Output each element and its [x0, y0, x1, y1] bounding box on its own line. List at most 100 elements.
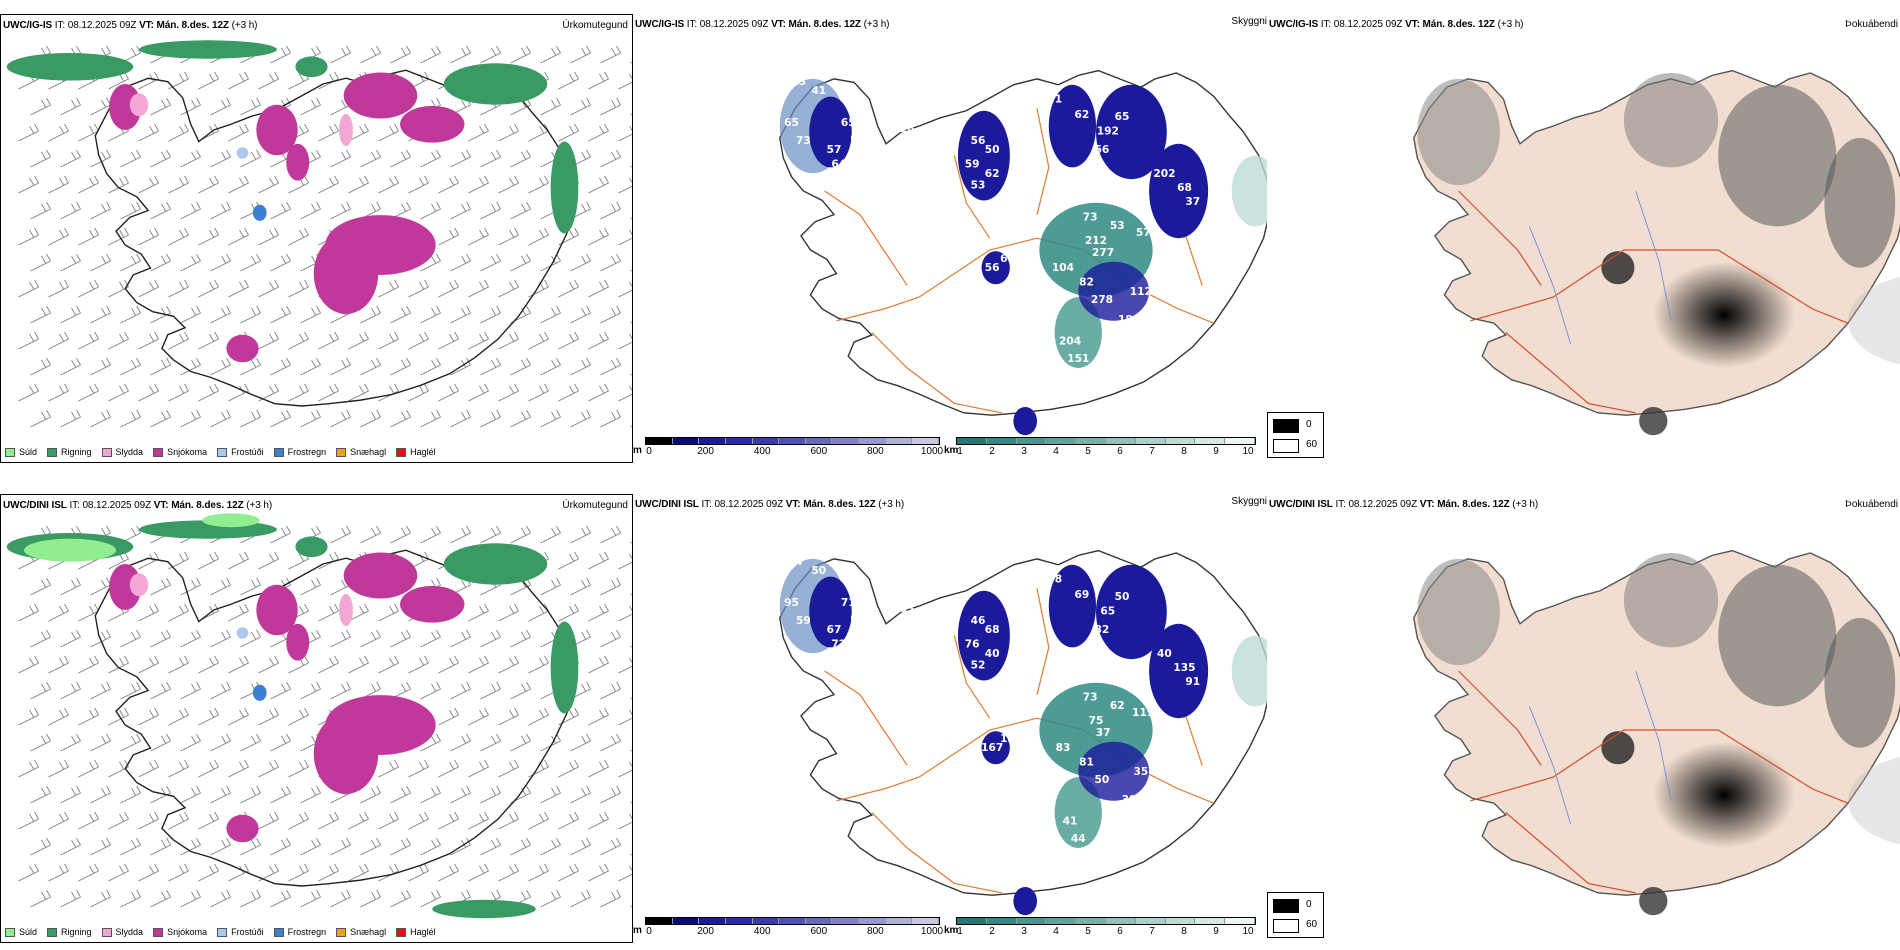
- it-label: IT:: [1335, 499, 1346, 510]
- visibility-colorbar-tick-label: 9: [1213, 446, 1219, 457]
- wind-barb: [330, 357, 351, 376]
- precip-type-panel-1: UWC/IG-IS IT: 08.12.2025 09Z VT: Mán. 8.…: [0, 14, 633, 463]
- fog-legend-bottom-label: 60: [1306, 439, 1318, 450]
- wind-barb: [390, 837, 411, 856]
- ceiling-value-label: 76: [965, 637, 980, 650]
- wind-barb: [198, 123, 219, 142]
- wind-barb: [120, 681, 141, 700]
- wind-barb: [570, 889, 591, 908]
- low-ceiling-area: [809, 576, 852, 648]
- legend-item: Snæhagl: [336, 447, 386, 457]
- visibility-colorbar-segment: [1225, 438, 1255, 444]
- wind-barb: [240, 889, 261, 908]
- wind-barb: [540, 357, 561, 376]
- wind-barb: [618, 281, 632, 298]
- ceiling-value-label: 68: [985, 623, 1000, 636]
- fog-shading: [1623, 553, 1719, 648]
- wind-barb: [120, 629, 141, 648]
- wind-barb: [288, 279, 309, 298]
- model-name: UWC/IG-IS: [3, 20, 53, 31]
- ceiling-value-label: 119: [1040, 285, 1062, 298]
- snow-area: [286, 143, 310, 181]
- wind-barb: [558, 383, 579, 402]
- wind-barb: [438, 331, 459, 350]
- ceiling-value-label: 53: [971, 179, 986, 192]
- wind-barb: [78, 863, 99, 882]
- wind-barb: [60, 305, 81, 324]
- fog-shading: [1623, 73, 1719, 168]
- ceiling-value-label: 17: [929, 744, 944, 757]
- wind-barb: [258, 279, 279, 298]
- wind-barb: [198, 383, 219, 402]
- wind-barb: [108, 811, 129, 830]
- wind-barb: [198, 175, 219, 194]
- wind-barb: [558, 811, 579, 830]
- legend-label: Snjókoma: [167, 447, 208, 457]
- elevation-colorbar-tick-label: 400: [753, 926, 771, 937]
- legend-item: Rigning: [47, 927, 92, 937]
- wind-barb: [570, 577, 591, 596]
- wind-barb: [498, 811, 519, 830]
- wind-barb: [240, 837, 261, 856]
- wind-barb: [240, 785, 261, 804]
- ceiling-value-label: 61: [1000, 252, 1015, 265]
- legend-label: Súld: [19, 447, 38, 457]
- wind-barb: [90, 733, 111, 752]
- wind-barb: [240, 253, 261, 272]
- ceiling-value-label: 37: [1185, 195, 1200, 208]
- low-ceiling-area: [1013, 886, 1037, 916]
- wind-barb: [60, 149, 81, 168]
- wind-barb: [288, 331, 309, 350]
- wind-barb: [198, 655, 219, 674]
- wind-barb: [198, 71, 219, 90]
- wind-barb: [300, 785, 321, 804]
- ceiling-value-label: 82: [1095, 623, 1110, 636]
- sleet-area: [339, 593, 353, 627]
- wind-barb: [408, 759, 429, 778]
- wind-barb: [60, 253, 81, 272]
- elevation-colorbar-segment: [699, 438, 726, 444]
- wind-barb: [348, 383, 369, 402]
- wind-barb: [600, 201, 621, 220]
- wind-barb: [588, 383, 609, 402]
- road-line: [1036, 588, 1050, 695]
- wind-barb: [420, 253, 441, 272]
- wind-barb: [528, 331, 549, 350]
- fog-core: [1653, 261, 1795, 369]
- wind-barb: [168, 759, 189, 778]
- panel-title: Skyggni: [1231, 496, 1267, 507]
- wind-barb: [498, 331, 519, 350]
- wind-barb: [468, 655, 489, 674]
- ceiling-value-label: 12: [929, 264, 944, 277]
- wind-barb: [168, 331, 189, 350]
- wind-barb: [480, 733, 501, 752]
- wind-barb: [570, 785, 591, 804]
- visibility-colorbar-segment: [1046, 918, 1077, 924]
- wind-barb: [618, 333, 632, 350]
- legend-item: Haglél: [396, 447, 436, 457]
- wind-barb: [528, 227, 549, 246]
- wind-barb: [600, 889, 621, 908]
- vt-value: Mán. 8.des. 12Z: [1437, 499, 1510, 510]
- wind-barb: [90, 629, 111, 648]
- elevation-colorbar-segment: [859, 438, 886, 444]
- wind-barb: [228, 759, 249, 778]
- wind-barb: [618, 73, 632, 90]
- wind-barb: [78, 707, 99, 726]
- it-label: IT:: [69, 500, 80, 511]
- ceiling-value-label: 82: [1079, 275, 1094, 288]
- wind-barb: [180, 201, 201, 220]
- wind-barb: [270, 357, 291, 376]
- wind-barb: [570, 837, 591, 856]
- ceiling-value-label: 53: [1110, 219, 1125, 232]
- fog-core: [1653, 741, 1795, 848]
- wind-barb: [480, 201, 501, 220]
- panel-title: Þokuábendi: [1845, 19, 1898, 30]
- ceiling-value-label: 67: [827, 623, 842, 636]
- road-line: [871, 332, 1002, 414]
- ceiling-value-label: 36: [1112, 659, 1127, 672]
- wind-barb: [480, 409, 501, 428]
- wind-barb: [378, 331, 399, 350]
- wind-barb: [60, 629, 81, 648]
- ceiling-value-label: 148: [988, 679, 1010, 692]
